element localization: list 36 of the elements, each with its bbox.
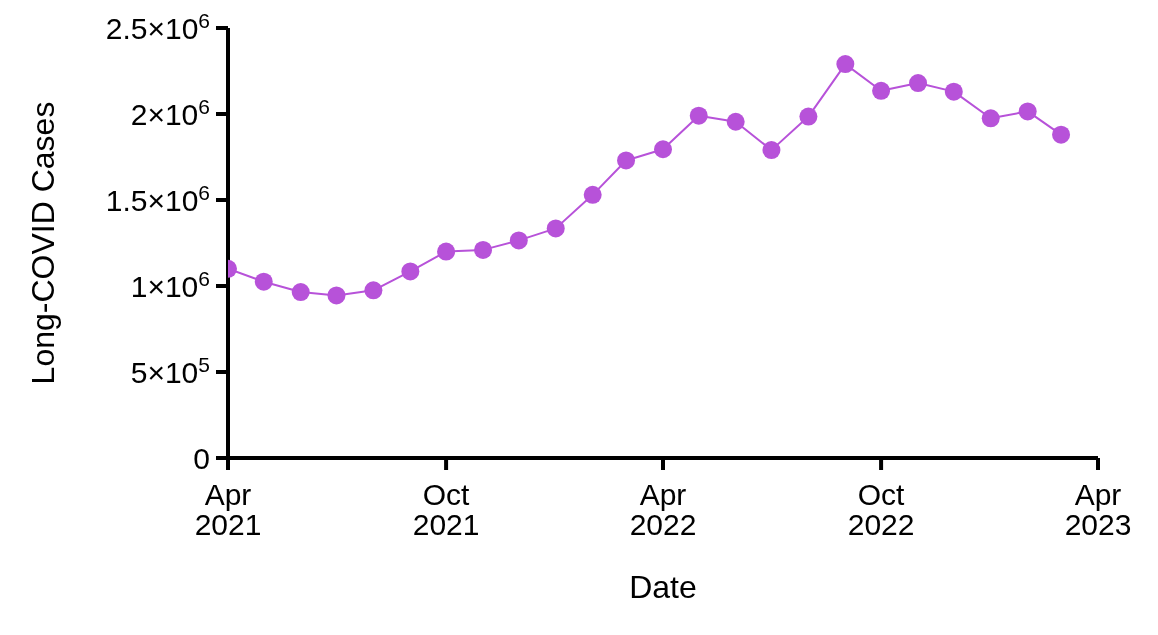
point xyxy=(509,231,528,250)
point xyxy=(654,140,672,159)
point xyxy=(1052,125,1071,144)
point xyxy=(474,240,493,259)
point xyxy=(327,286,346,305)
y-tick-label: 2×10$^{6}$ xyxy=(130,94,210,131)
point xyxy=(291,283,310,302)
point xyxy=(762,141,781,160)
y-tick-label: 2.5×10$^{6}$ xyxy=(105,8,210,45)
y-tick-label: 5×10$^{5}$ xyxy=(130,352,210,389)
x-tick-label: Oct 2022 xyxy=(847,478,915,541)
y-tick-label: 1×10$^{6}$ xyxy=(130,266,210,303)
x-tick-label: Apr 2022 xyxy=(629,478,697,541)
point xyxy=(364,281,383,300)
point xyxy=(437,242,456,261)
point xyxy=(909,74,928,93)
point xyxy=(981,109,1000,128)
point xyxy=(254,272,273,291)
x-tick-label: Apr 2023 xyxy=(1064,478,1132,541)
point xyxy=(401,262,420,281)
point xyxy=(872,81,891,100)
point xyxy=(583,185,602,204)
y-tick-label: 0 xyxy=(193,441,210,475)
point xyxy=(836,55,855,74)
x-tick-label: Apr 2021 xyxy=(194,478,262,541)
y-tick-label: 1.5×10$^{6}$ xyxy=(105,180,210,217)
point xyxy=(1018,102,1037,121)
point xyxy=(546,219,565,238)
point xyxy=(944,82,963,101)
point xyxy=(689,106,708,125)
y-axis-title: Long-COVID Cases xyxy=(25,101,62,385)
point xyxy=(617,151,636,170)
point xyxy=(799,107,818,126)
x-axis-title: Date xyxy=(629,569,697,605)
x-tick-label: Oct 2021 xyxy=(412,478,480,541)
point xyxy=(726,112,745,131)
